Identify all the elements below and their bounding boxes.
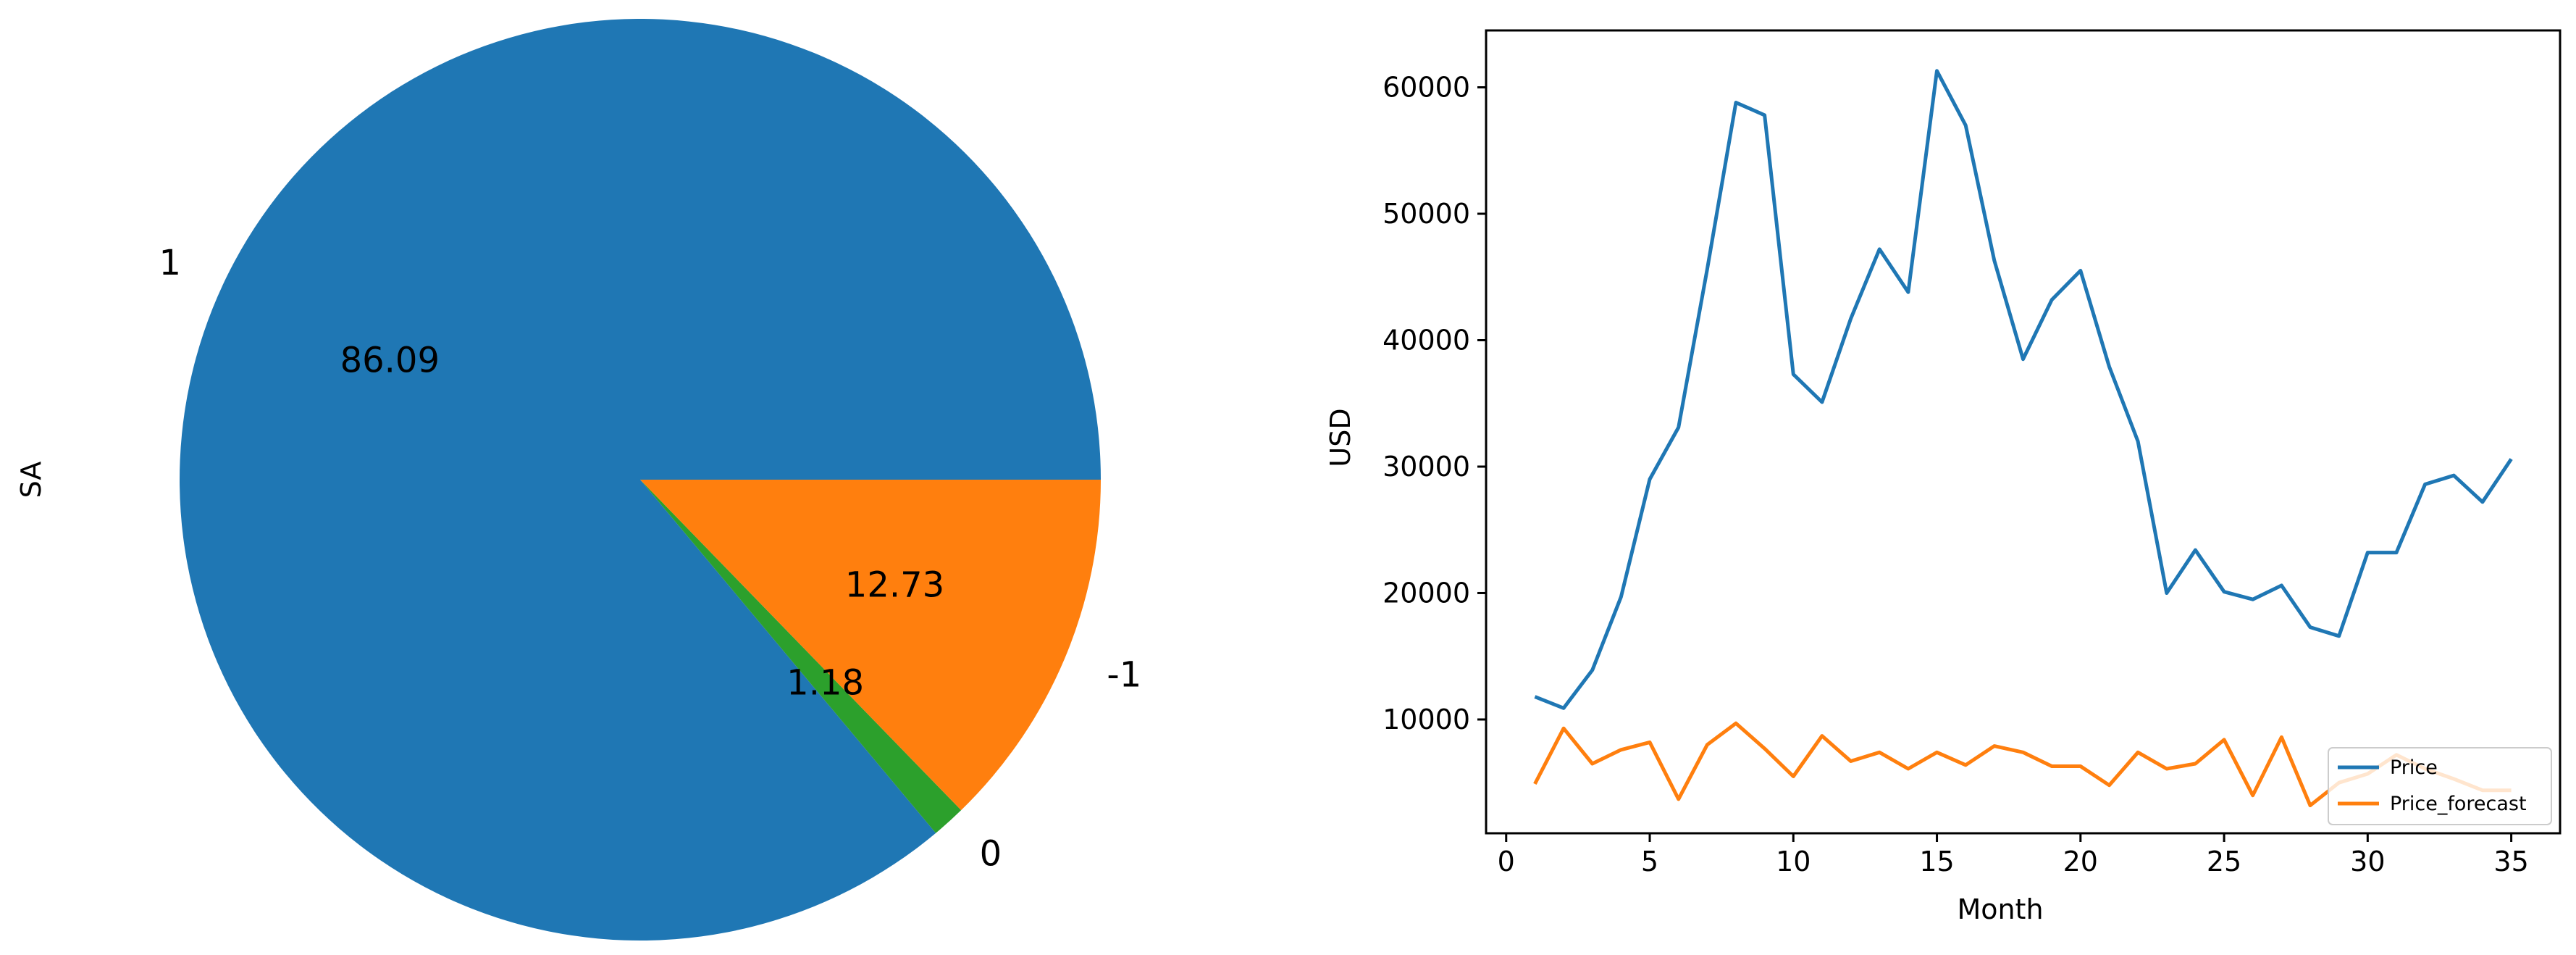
x-tick-label: 25 — [2207, 846, 2241, 877]
y-axis-ticks: 10000 20000 30000 40000 50000 60000 — [1383, 72, 1486, 735]
y-tick-label: 40000 — [1383, 324, 1470, 356]
x-tick-label: 0 — [1498, 846, 1515, 877]
x-tick-label: 35 — [2493, 846, 2528, 877]
pie-slice-1 — [179, 19, 1101, 941]
pie-y-axis-label: SA — [15, 462, 47, 499]
x-tick-label: 10 — [1776, 846, 1811, 877]
y-tick-label: 60000 — [1383, 72, 1470, 104]
pie-category-labels: 1 0 -1 — [159, 243, 1142, 875]
legend-box — [2328, 747, 2552, 825]
series-line-price — [1534, 69, 2513, 710]
pie-category-label: 0 — [980, 834, 1002, 875]
pie-slice-0 — [640, 480, 962, 833]
x-axis-label: Month — [1957, 893, 2043, 925]
pie-percentage-label: 86.09 — [340, 341, 440, 381]
y-tick-label: 50000 — [1383, 198, 1470, 230]
line-series — [1533, 69, 2513, 808]
y-tick-label: 30000 — [1383, 451, 1470, 483]
y-axis-label: USD — [1325, 408, 1356, 467]
x-tick-label: 5 — [1641, 846, 1658, 877]
pie-chart: 86.09 1.18 12.73 1 0 -1 SA — [15, 19, 1141, 941]
x-tick-label: 15 — [1919, 846, 1954, 877]
plot-area-frame — [1485, 29, 2562, 835]
pie-slices — [179, 19, 1101, 941]
legend-label-price: Price — [2390, 756, 2438, 779]
pie-percentage-labels: 86.09 1.18 12.73 — [340, 341, 945, 704]
y-tick-label: 10000 — [1383, 704, 1470, 735]
pie-category-label: 1 — [159, 243, 182, 283]
x-tick-label: 20 — [2063, 846, 2098, 877]
x-tick-label: 30 — [2350, 846, 2385, 877]
legend: Price Price_forecast — [2328, 747, 2552, 825]
line-chart: 0 5 10 15 20 25 30 35 10000 20000 30000 40000 50000… — [1325, 29, 2562, 925]
pie-percentage-label: 1.18 — [786, 662, 864, 703]
x-axis-ticks: 0 5 10 15 20 25 30 35 — [1498, 833, 2529, 877]
pie-category-label: -1 — [1107, 654, 1141, 695]
legend-label-price-forecast: Price_forecast — [2390, 793, 2527, 815]
pie-percentage-label: 12.73 — [845, 565, 944, 606]
pie-slice-1 — [640, 480, 1101, 811]
y-tick-label: 20000 — [1383, 577, 1470, 609]
